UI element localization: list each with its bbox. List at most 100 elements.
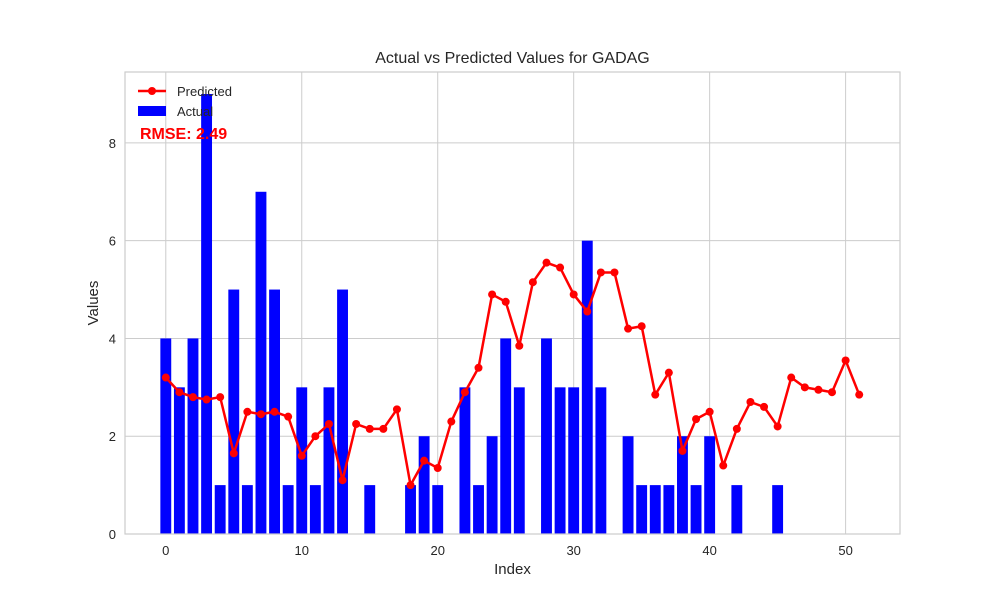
predicted-point xyxy=(324,420,333,428)
predicted-point xyxy=(161,373,170,382)
x-tick-labels: 0 10 20 30 40 50 xyxy=(162,543,853,558)
predicted-point xyxy=(256,410,265,419)
y-tick-label: 2 xyxy=(109,429,116,444)
bar xyxy=(309,485,321,534)
predicted-point xyxy=(692,415,701,424)
bar xyxy=(500,338,512,534)
predicted-point xyxy=(569,290,578,299)
bar xyxy=(323,387,335,534)
bar xyxy=(337,289,348,534)
predicted-point xyxy=(732,424,741,433)
legend-actual-swatch-icon xyxy=(138,106,166,116)
bar xyxy=(160,338,172,534)
bar xyxy=(214,485,226,534)
bar xyxy=(568,387,580,534)
bar xyxy=(486,436,498,534)
bar xyxy=(677,436,688,534)
x-tick-label: 50 xyxy=(838,543,852,558)
x-axis-label: Index xyxy=(494,561,531,578)
predicted-point xyxy=(841,356,850,365)
y-axis-label: Values xyxy=(85,281,102,326)
predicted-point xyxy=(610,268,619,277)
predicted-point xyxy=(515,341,524,350)
bar xyxy=(228,289,240,534)
predicted-point xyxy=(664,368,673,377)
predicted-point xyxy=(202,395,211,404)
line-predicted xyxy=(161,258,864,490)
y-tick-label: 8 xyxy=(109,136,116,151)
bar xyxy=(255,191,267,534)
x-tick-label: 0 xyxy=(162,543,169,558)
predicted-point xyxy=(828,388,837,397)
bar xyxy=(432,485,444,534)
bar xyxy=(595,387,607,534)
bar xyxy=(241,485,253,534)
legend-actual-label: Actual xyxy=(177,104,213,119)
predicted-point xyxy=(760,402,769,411)
predicted-point xyxy=(624,324,633,333)
predicted-point xyxy=(365,424,374,433)
predicted-point xyxy=(528,278,537,287)
predicted-point xyxy=(746,398,755,406)
x-tick-label: 40 xyxy=(702,543,716,558)
bar xyxy=(405,485,416,534)
y-tick-label: 0 xyxy=(109,527,116,542)
bars-actual xyxy=(160,94,784,534)
bar xyxy=(418,436,430,534)
legend-predicted-marker-icon xyxy=(148,87,156,95)
bar xyxy=(513,387,525,534)
bar xyxy=(173,387,185,534)
predicted-point xyxy=(596,268,605,277)
bar xyxy=(663,485,675,534)
legend-predicted-label: Predicted xyxy=(177,84,232,99)
predicted-point xyxy=(420,456,429,465)
predicted-point xyxy=(379,424,388,433)
bar xyxy=(296,387,308,534)
bar xyxy=(541,338,552,534)
predicted-point xyxy=(556,263,565,272)
bar xyxy=(282,485,294,534)
legend: Predicted Actual xyxy=(138,84,232,119)
bar xyxy=(459,387,471,534)
chart-title: Actual vs Predicted Values for GADAG xyxy=(375,50,649,67)
x-tick-label: 10 xyxy=(295,543,309,558)
bar xyxy=(581,240,593,534)
predicted-point xyxy=(800,383,809,392)
y-tick-label: 6 xyxy=(109,234,116,249)
x-tick-label: 20 xyxy=(430,543,444,558)
bar xyxy=(364,485,376,534)
predicted-point xyxy=(447,417,456,426)
bar xyxy=(554,387,566,534)
predicted-point xyxy=(855,390,864,399)
predicted-point xyxy=(433,464,442,472)
predicted-point xyxy=(311,432,320,441)
predicted-point xyxy=(474,363,483,372)
bar xyxy=(731,485,743,534)
predicted-point xyxy=(678,446,687,455)
predicted-point xyxy=(719,461,728,470)
y-tick-labels: 0 2 4 6 8 xyxy=(109,136,116,542)
predicted-point xyxy=(243,407,252,416)
predicted-point xyxy=(392,405,401,414)
predicted-point xyxy=(284,412,293,421)
bar xyxy=(690,485,702,534)
predicted-point xyxy=(542,258,551,267)
bar xyxy=(649,485,661,534)
bar xyxy=(187,338,199,534)
predicted-point xyxy=(352,420,361,428)
predicted-point xyxy=(297,451,306,460)
predicted-point xyxy=(787,373,796,382)
predicted-point xyxy=(188,393,197,402)
bar xyxy=(636,485,648,534)
rmse-annotation: RMSE: 2.49 xyxy=(140,126,227,143)
y-tick-label: 4 xyxy=(109,331,116,346)
x-tick-label: 30 xyxy=(566,543,580,558)
predicted-point xyxy=(488,290,497,299)
predicted-point xyxy=(270,407,279,416)
predicted-point xyxy=(460,388,469,397)
bar xyxy=(473,485,484,534)
plot-frame xyxy=(124,71,901,535)
predicted-point xyxy=(814,385,823,394)
bar xyxy=(622,436,634,534)
